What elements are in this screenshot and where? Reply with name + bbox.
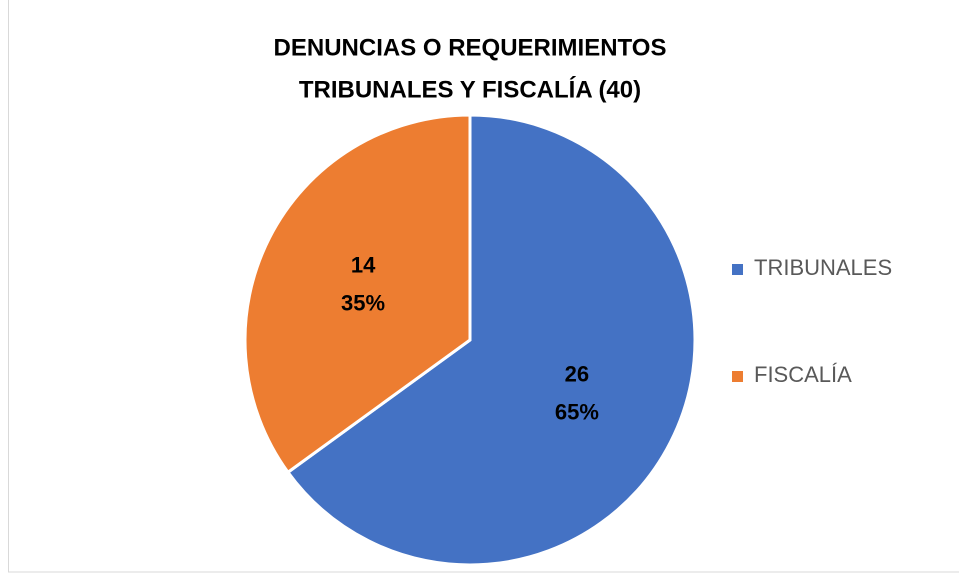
percent-label: 65% (555, 399, 599, 424)
legend-label: TRIBUNALES (754, 255, 892, 280)
chart-title: TRIBUNALES Y FISCALÍA (40) (299, 75, 641, 103)
percent-label: 35% (341, 290, 385, 315)
chart-title: DENUNCIAS O REQUERIMIENTOS (274, 34, 667, 61)
data-label: 14 (351, 252, 376, 277)
data-label: 26 (565, 361, 589, 386)
legend-swatch (732, 264, 743, 275)
legend-label: FISCALÍA (754, 362, 852, 387)
legend-swatch (732, 371, 743, 382)
pie-slice (243, 113, 472, 475)
pie-slice (285, 113, 697, 567)
